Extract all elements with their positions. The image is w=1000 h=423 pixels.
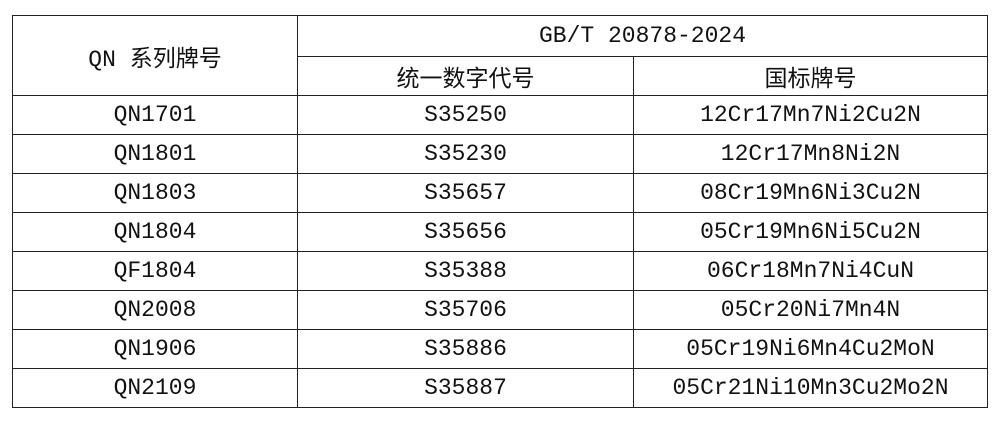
qn-cell: QN1804 — [12, 212, 298, 252]
header-row: 统一数字代号 国标牌号 — [13, 56, 988, 96]
qn-cell: QN1801 — [12, 134, 298, 174]
header-national-grade: 国标牌号 — [633, 56, 988, 96]
code-cell: S35230 — [297, 134, 634, 174]
grade-cell: 08Cr19Mn6Ni3Cu2N — [633, 173, 988, 213]
header-series-label: QN 系列牌号 — [12, 15, 298, 96]
table-row: QN1906 S35886 05Cr19Ni6Mn4Cu2MoN — [12, 329, 988, 369]
table-row: QN1801 S35230 12Cr17Mn8Ni2N — [12, 134, 988, 174]
qn-cell: QF1804 — [12, 251, 298, 291]
code-cell: S35250 — [297, 95, 634, 135]
code-cell: S35706 — [297, 290, 634, 330]
qn-cell: QN1906 — [12, 329, 298, 369]
qn-cell: QN2008 — [12, 290, 298, 330]
grade-comparison-table: QN 系列牌号 GB/T 20878-2024 统一数字代号 国标牌号 QN17… — [12, 15, 988, 408]
grade-cell: 12Cr17Mn7Ni2Cu2N — [633, 95, 988, 135]
header-standard: GB/T 20878-2024 — [297, 15, 988, 57]
grade-cell: 06Cr18Mn7Ni4CuN — [633, 251, 988, 291]
table-row: QN1804 S35656 05Cr19Mn6Ni5Cu2N — [12, 212, 988, 252]
grade-cell: 05Cr19Mn6Ni5Cu2N — [633, 212, 988, 252]
grade-cell: 12Cr17Mn8Ni2N — [633, 134, 988, 174]
qn-cell: QN2109 — [12, 368, 298, 408]
table-row: QN1803 S35657 08Cr19Mn6Ni3Cu2N — [12, 173, 988, 213]
code-cell: S35388 — [297, 251, 634, 291]
table-row: QN1701 S35250 12Cr17Mn7Ni2Cu2N — [12, 95, 988, 135]
code-cell: S35656 — [297, 212, 634, 252]
header-unified-code: 统一数字代号 — [297, 56, 634, 96]
grade-cell: 05Cr20Ni7Mn4N — [633, 290, 988, 330]
table-row: QN2109 S35887 05Cr21Ni10Mn3Cu2Mo2N — [12, 368, 988, 408]
code-cell: S35657 — [297, 173, 634, 213]
qn-cell: QN1803 — [12, 173, 298, 213]
code-cell: S35886 — [297, 329, 634, 369]
table-row: QF1804 S35388 06Cr18Mn7Ni4CuN — [12, 251, 988, 291]
grade-cell: 05Cr21Ni10Mn3Cu2Mo2N — [633, 368, 988, 408]
code-cell: S35887 — [297, 368, 634, 408]
table-row: QN2008 S35706 05Cr20Ni7Mn4N — [12, 290, 988, 330]
qn-cell: QN1701 — [12, 95, 298, 135]
header-row: QN 系列牌号 GB/T 20878-2024 — [12, 15, 988, 96]
grade-cell: 05Cr19Ni6Mn4Cu2MoN — [633, 329, 988, 369]
